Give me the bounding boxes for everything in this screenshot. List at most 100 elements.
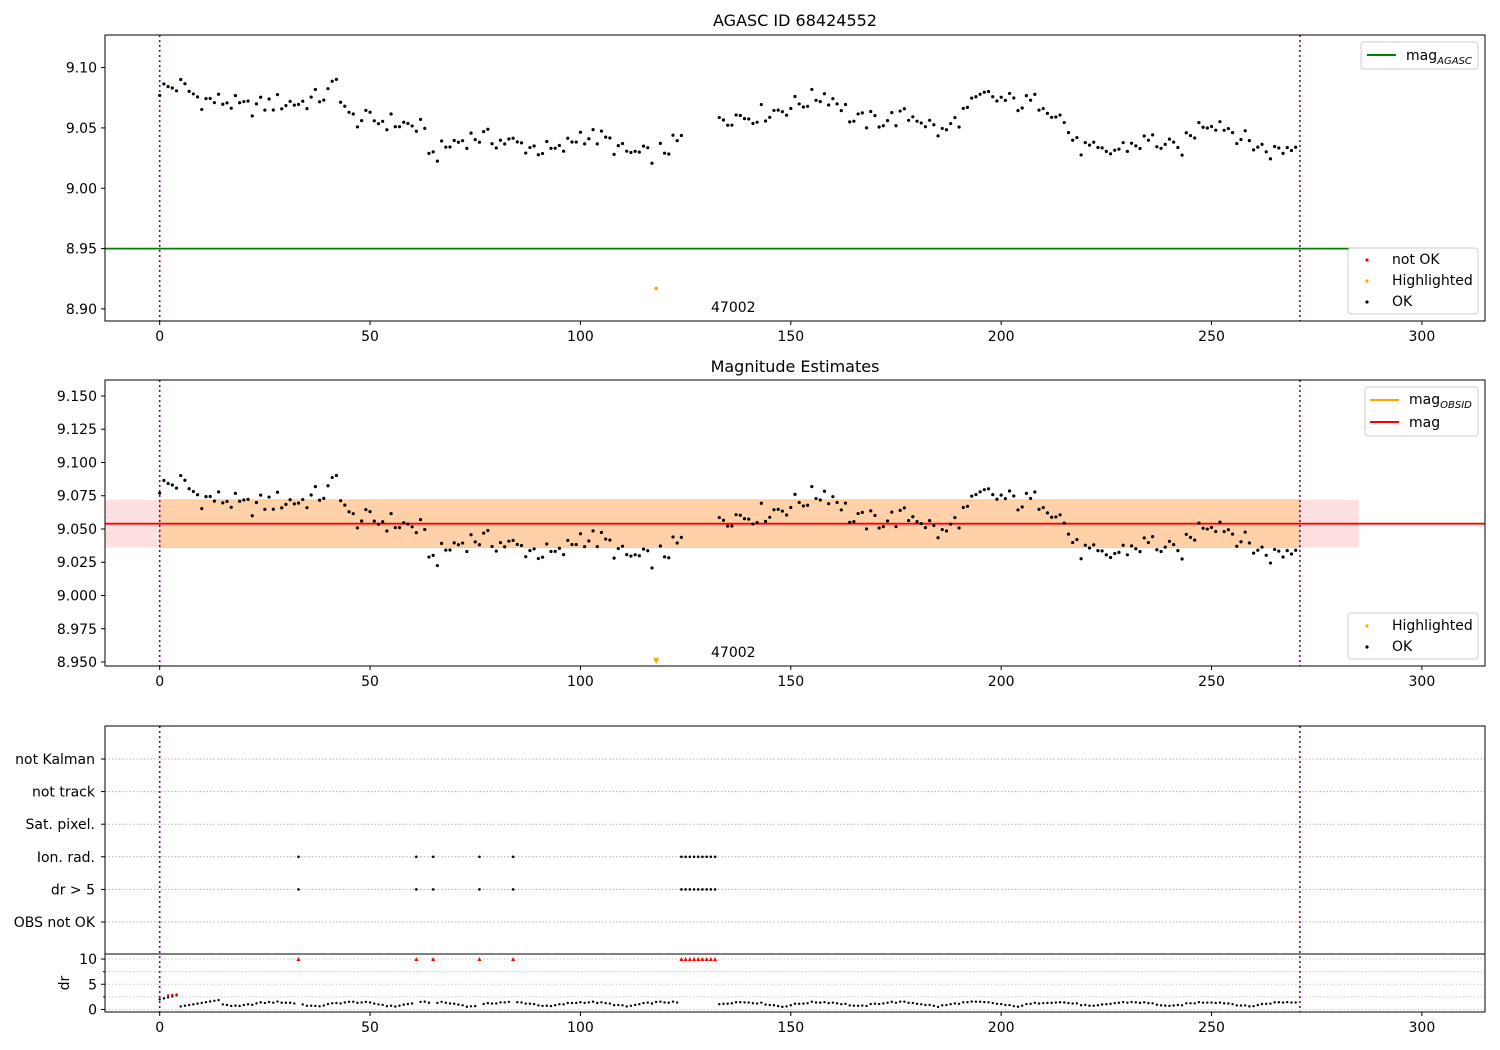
p2-point-ok [902,506,906,510]
flag-point [511,855,515,859]
dr-point [419,1000,422,1004]
p2-point-ok [810,484,814,489]
p1-point-ok [747,117,751,121]
dr-point [819,1001,822,1004]
dr-point [764,1003,767,1006]
dr-point [537,1004,540,1007]
p1-point-ok [532,144,536,148]
p2-point-ok [166,481,170,486]
p1-point-ok [389,112,393,116]
p1-point-ok [368,110,372,114]
dr-point [1248,1005,1251,1008]
dr-point [276,1000,279,1003]
p1-point-ok [1281,151,1285,155]
p2-point-ok [940,527,944,532]
dr-point [507,1000,511,1004]
p2-point-ok [515,542,519,546]
p2-point-ok [738,513,742,517]
p1-point-ok [894,124,898,128]
p1-xtick-label-300: 300 [1409,329,1436,345]
dr-point-clipped [704,957,709,962]
p1-point-ok [503,142,507,146]
p2-point-ok [170,483,174,487]
p1-point-ok [423,126,427,130]
p2-point-ok [991,493,995,497]
p2-point-ok [212,499,216,503]
p1-point-ok [1066,130,1071,135]
p2-point-ok [599,530,604,535]
dr-point [532,1002,536,1006]
dr-point [608,1002,612,1005]
p1-point-ok [511,136,515,140]
p2-point-ok [263,507,267,511]
p2-point-ok [734,513,738,517]
dr-point [1121,1000,1125,1004]
p2-ytick-label-3: 9.025 [57,555,97,571]
p3-xtick-label-100: 100 [567,1020,594,1036]
p1-point-ok [1071,138,1075,142]
p2-point-ok [1226,528,1230,532]
p1-point-ok [519,141,524,145]
p1-point-ok [1125,149,1129,153]
p1-point-ok [1024,93,1029,98]
p2-ytick-label-1: 8.975 [57,622,97,638]
p2-point-ok [591,529,595,533]
p2-point-ok [911,515,915,519]
dr-point [461,1004,464,1007]
p2-point-ok [1159,549,1163,554]
p2-point-ok [755,521,759,525]
p1-point-ok [784,113,789,117]
dr-point [726,1002,729,1005]
p1-point-ok [1268,157,1273,161]
p1-point-ok [860,111,864,115]
p1-point-ok [1251,148,1256,152]
p1-point-ok [1201,125,1205,129]
p1-point-ok [553,146,557,150]
p1-point-ok [991,95,995,99]
p1-point-ok [637,150,641,154]
p2-point-ok [1142,536,1146,540]
dr-point [991,1001,994,1005]
dr-point [978,1000,982,1003]
p1-point-ok [566,136,570,140]
p2-point-ok [717,515,721,520]
dr-point [255,1002,258,1005]
flag-row-label: not track [32,785,96,801]
panel-agasc: AGASC ID 68424552 0 50 100 150 200 250 300 8.90… [66,11,1486,345]
p2-point-ok [843,501,848,505]
p1-point-ok [469,131,473,135]
p1-point-ok [1050,115,1054,119]
p1-point-ok [452,138,456,143]
p1-point-ok [578,130,583,134]
dr-point [482,1002,485,1006]
p2-point-ok [776,507,780,511]
dr-point [360,1001,363,1004]
p2-point-ok [1087,546,1092,550]
p2-point-ok [1134,547,1138,551]
p2-point-ok [435,563,439,568]
p2-point-ok [473,540,477,544]
legend-label-highlighted-2: Highlighted [1392,618,1473,634]
p1-point-ok [540,151,545,156]
p2-point-ok [637,554,641,558]
p2-ytick-label-5: 9.075 [57,489,97,505]
p1-point-ok [1062,120,1066,125]
p2-point-ok [1012,494,1016,498]
p2-xtick-label-300: 300 [1409,674,1436,690]
p1-point-ok [616,144,620,148]
dr-point [806,1002,809,1005]
p1-point-ok [1007,91,1012,96]
dr-point [751,1001,755,1005]
p2-point-ok [204,495,208,499]
dr-point [166,996,170,999]
p2-point-ok [650,566,654,570]
panel-magnitude-legend-lines: magOBSID mag [1364,386,1479,437]
p2-point-ok [595,545,599,549]
p2-point-ok [1155,548,1159,552]
p2-point-ok [759,501,763,505]
p1-point-ok [435,159,439,163]
dr-point [915,1002,919,1006]
p2-point-ok [158,491,162,495]
p2-point-ok [376,522,381,526]
